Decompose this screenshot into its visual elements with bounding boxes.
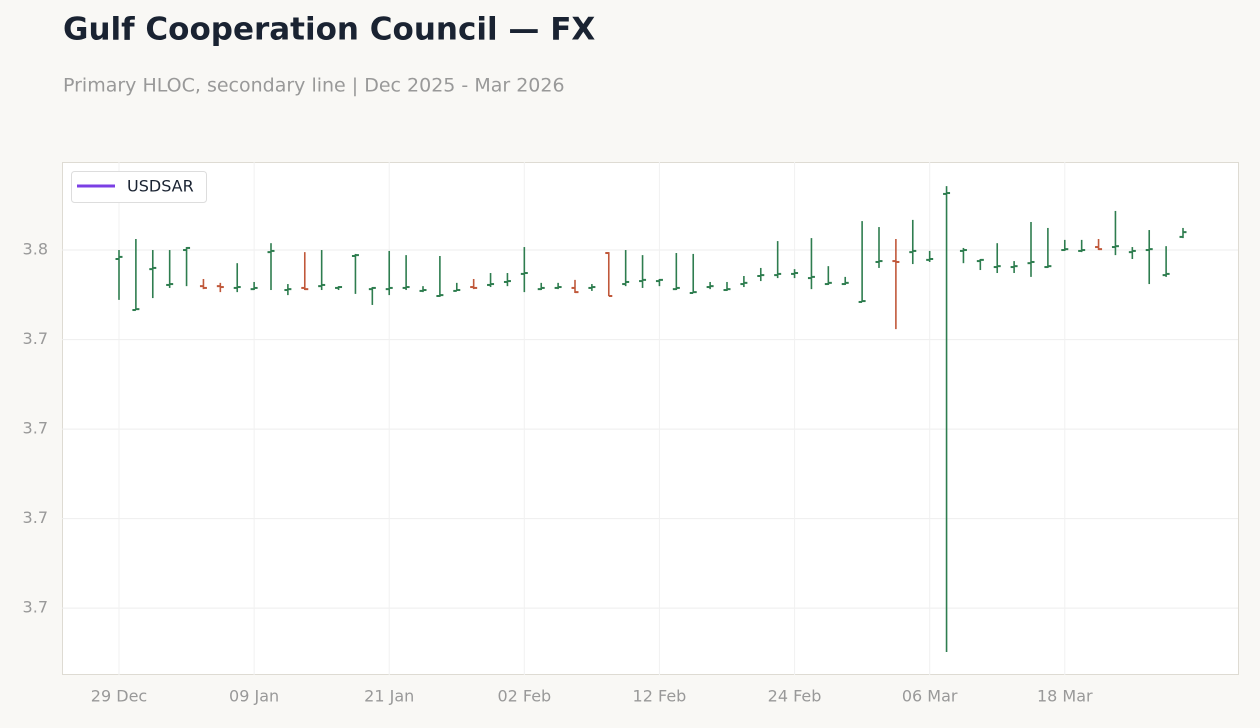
legend-box bbox=[71, 171, 207, 203]
x-tick-label: 24 Feb bbox=[768, 687, 822, 706]
x-tick-label: 12 Feb bbox=[633, 687, 687, 706]
x-tick-label: 09 Jan bbox=[229, 687, 279, 706]
x-tick-label: 29 Dec bbox=[91, 687, 147, 706]
y-tick-label: 3.7 bbox=[23, 598, 48, 617]
plot-area bbox=[62, 162, 1239, 675]
y-tick-label: 3.8 bbox=[23, 240, 48, 259]
legend-label: USDSAR bbox=[127, 177, 194, 196]
y-tick-label: 3.7 bbox=[23, 419, 48, 438]
x-tick-label: 06 Mar bbox=[902, 687, 958, 706]
chart-title: Gulf Cooperation Council — FX bbox=[63, 12, 595, 48]
y-tick-label: 3.7 bbox=[23, 508, 48, 527]
x-tick-label: 21 Jan bbox=[364, 687, 414, 706]
x-tick-label: 02 Feb bbox=[497, 687, 551, 706]
chart-subtitle: Primary HLOC, secondary line | Dec 2025 … bbox=[63, 75, 565, 97]
y-tick-label: 3.7 bbox=[23, 329, 48, 348]
x-tick-label: 18 Mar bbox=[1037, 687, 1093, 706]
